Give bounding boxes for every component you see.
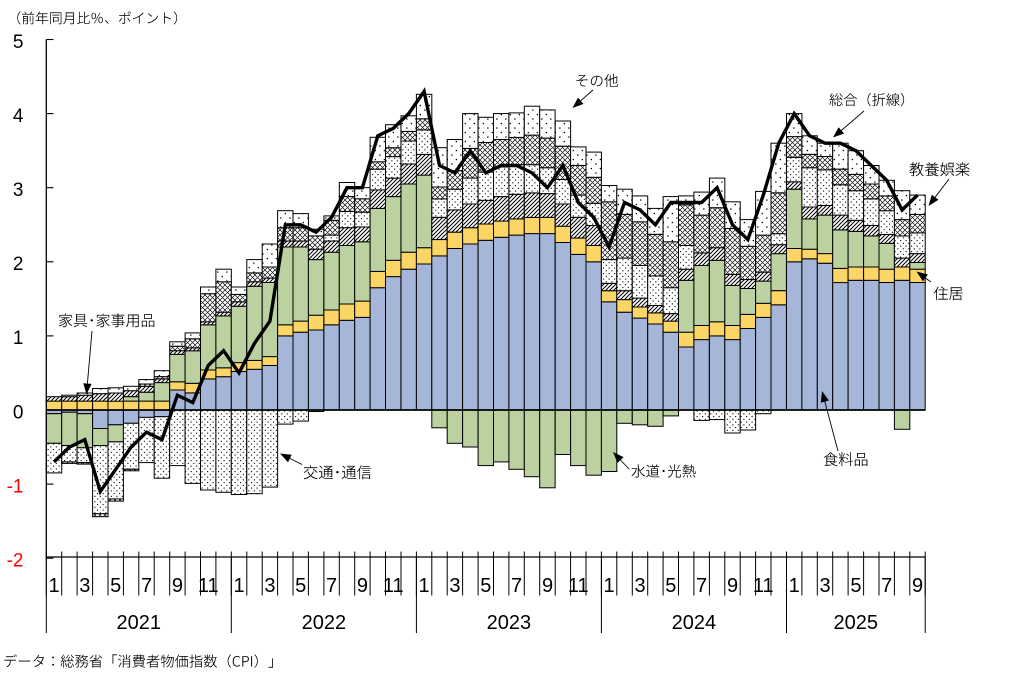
svg-text:7: 7	[326, 575, 337, 597]
svg-text:-2: -2	[7, 551, 24, 572]
svg-text:5: 5	[665, 575, 676, 597]
svg-text:5: 5	[295, 575, 306, 597]
svg-text:7: 7	[696, 575, 707, 597]
svg-text:5: 5	[850, 575, 861, 597]
svg-text:9: 9	[727, 575, 738, 597]
svg-text:7: 7	[141, 575, 152, 597]
svg-text:9: 9	[357, 575, 368, 597]
svg-text:3: 3	[264, 575, 275, 597]
svg-text:7: 7	[881, 575, 892, 597]
svg-text:3: 3	[13, 180, 24, 201]
svg-text:1: 1	[604, 575, 615, 597]
svg-text:9: 9	[542, 575, 553, 597]
svg-text:3: 3	[449, 575, 460, 597]
svg-text:2: 2	[13, 254, 24, 275]
svg-text:1: 1	[233, 575, 244, 597]
svg-text:2024: 2024	[672, 612, 717, 634]
svg-text:5: 5	[13, 32, 24, 53]
svg-text:2021: 2021	[117, 612, 162, 634]
svg-text:3: 3	[819, 575, 830, 597]
svg-text:11: 11	[198, 575, 219, 597]
svg-text:2022: 2022	[302, 612, 347, 634]
svg-text:11: 11	[383, 575, 404, 597]
svg-text:-1: -1	[7, 476, 24, 497]
svg-text:3: 3	[634, 575, 645, 597]
svg-text:1: 1	[419, 575, 430, 597]
svg-text:2023: 2023	[487, 612, 532, 634]
svg-text:9: 9	[912, 575, 923, 597]
svg-text:7: 7	[511, 575, 522, 597]
svg-text:0: 0	[13, 402, 24, 423]
svg-text:5: 5	[480, 575, 491, 597]
svg-text:11: 11	[753, 575, 774, 597]
svg-text:11: 11	[568, 575, 589, 597]
svg-text:1: 1	[13, 328, 24, 349]
svg-text:9: 9	[172, 575, 183, 597]
svg-text:5: 5	[110, 575, 121, 597]
svg-text:2025: 2025	[834, 612, 879, 634]
svg-text:1: 1	[789, 575, 800, 597]
svg-text:1: 1	[48, 575, 59, 597]
svg-text:4: 4	[13, 106, 24, 127]
svg-text:3: 3	[79, 575, 90, 597]
